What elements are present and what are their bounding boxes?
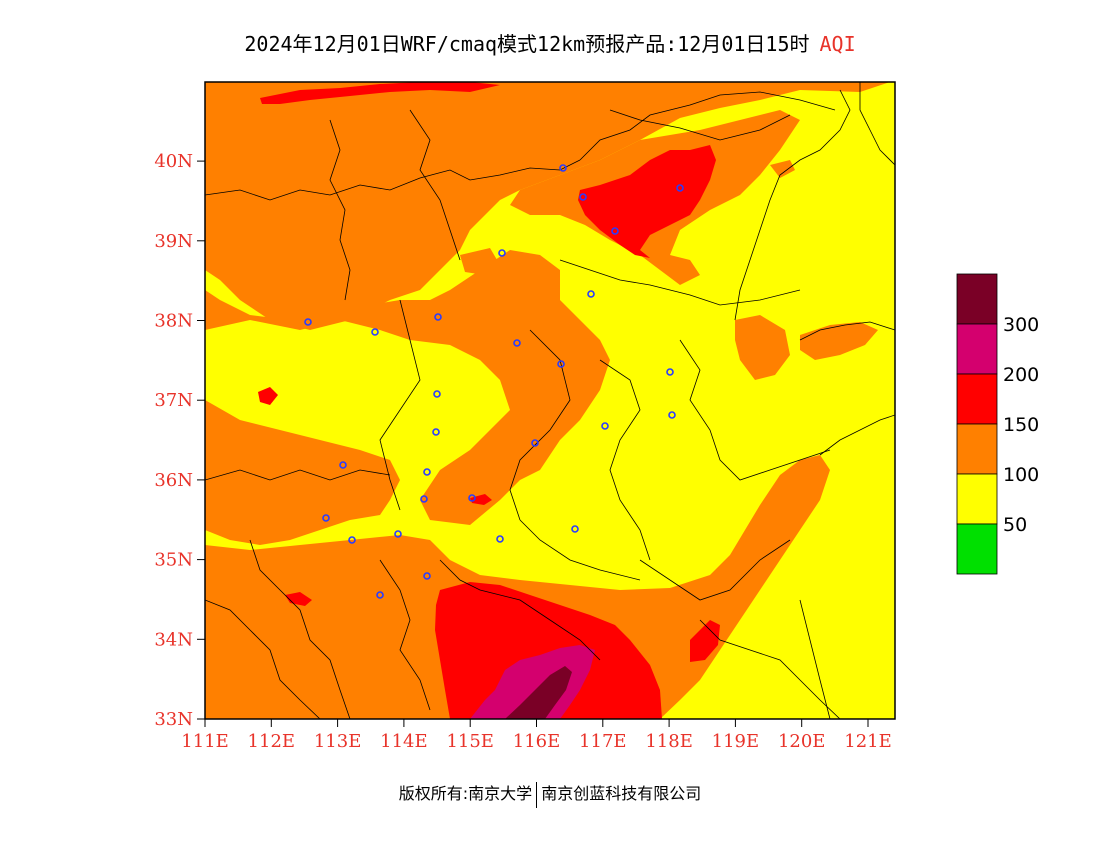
x-tick-label: 116E [513,731,561,752]
city-marker [579,193,587,201]
title-text: 2024年12月01日WRF/cmaq模式12km预报产品:12月01日15时 [244,32,810,56]
city-marker [559,164,567,172]
city-marker [668,411,676,419]
city-marker [423,572,431,580]
city-marker [433,390,441,398]
y-axis: 33N 34N 35N 36N 37N 38N 39N 40N [154,151,205,730]
city-marker [557,360,565,368]
footer-separator [536,781,538,808]
x-tick-label: 121E [844,731,892,752]
y-tick-label: 39N [154,231,193,252]
x-tick-label: 117E [579,731,627,752]
city-marker [339,461,347,469]
x-tick-label: 113E [314,731,362,752]
legend-swatch [956,523,998,575]
x-axis: 111E 112E 113E 114E 115E 116E 117E 118E 119E 120E… [181,719,892,752]
y-tick-label: 36N [154,470,193,491]
x-tick-label: 119E [712,731,760,752]
city-marker [394,530,402,538]
y-tick-label: 33N [154,709,193,730]
legend-label: 100 [1003,464,1039,486]
city-marker [611,227,619,235]
aqi-legend: 300 200 150 100 50 [956,273,1039,575]
city-marker [468,494,476,502]
legend-swatch [956,273,998,325]
city-marker [304,318,312,326]
city-marker [322,514,330,522]
city-marker [496,535,504,543]
city-marker [348,536,356,544]
city-marker [587,290,595,298]
aqi-band-200-300 [470,645,595,719]
footer-copyright: 版权所有:南京大学 [398,784,533,803]
legend-label: 300 [1003,314,1039,336]
city-marker [498,249,506,257]
y-tick-label: 40N [154,151,193,172]
legend-swatch [956,373,998,425]
city-marker [420,495,428,503]
legend-label: 150 [1003,414,1039,436]
legend-swatch [956,323,998,375]
map-title: 2024年12月01日WRF/cmaq模式12km预报产品:12月01日15时 A… [0,28,1100,57]
footer-credits: 版权所有:南京大学 南京创蓝科技有限公司 [0,780,1100,808]
x-tick-label: 111E [181,731,229,752]
x-tick-label: 118E [645,731,693,752]
city-marker [376,591,384,599]
legend-label: 200 [1003,364,1039,386]
y-tick-label: 35N [154,550,193,571]
legend-swatch [956,473,998,525]
city-marker [676,184,684,192]
title-aqi-label: AQI [819,32,856,56]
footer-company: 南京创蓝科技有限公司 [541,784,702,803]
y-tick-label: 37N [154,390,193,411]
y-tick-label: 38N [154,311,193,332]
city-marker [513,339,521,347]
city-marker [531,439,539,447]
legend-swatch [956,423,998,475]
legend-label: 50 [1003,514,1027,536]
city-marker [601,422,609,430]
city-marker [666,368,674,376]
city-marker [432,428,440,436]
x-tick-label: 115E [446,731,494,752]
city-marker [434,313,442,321]
x-tick-label: 112E [248,731,296,752]
aqi-field [205,82,895,719]
city-markers [304,164,684,599]
city-marker [423,468,431,476]
city-marker [571,525,579,533]
aqi-band-300-plus [505,666,572,719]
city-marker [371,328,379,336]
x-tick-label: 114E [380,731,428,752]
x-tick-label: 120E [778,731,826,752]
province-boundaries [205,82,895,719]
y-tick-label: 34N [154,629,193,650]
